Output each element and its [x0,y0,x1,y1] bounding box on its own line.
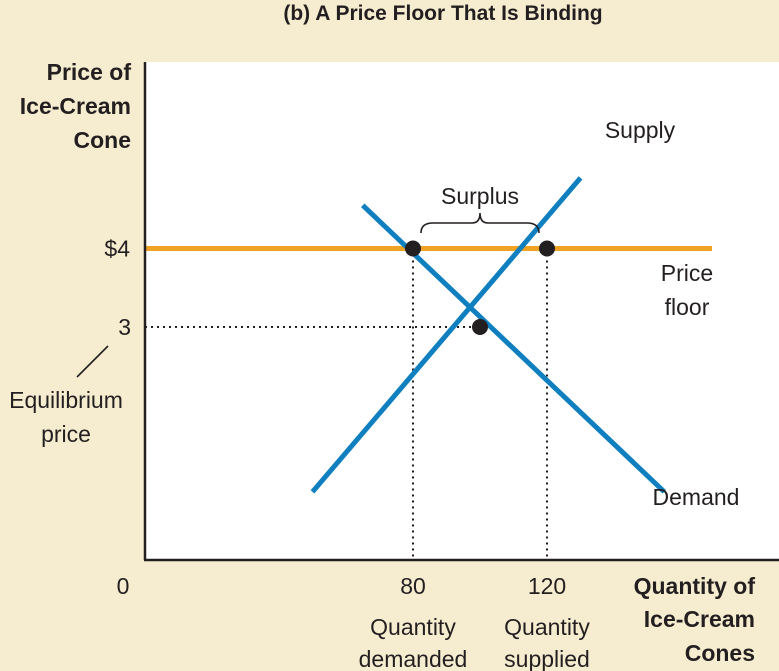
data-point [539,240,555,257]
data-point [472,319,488,335]
y-axis-label-line: Cone [74,127,132,153]
x-axis-label-line: Cones [685,640,755,666]
y-axis-label-line: Ice-Cream [20,93,131,119]
origin-label: 0 [117,573,130,599]
demand-label: Demand [653,484,740,510]
x-tick-label: 80 [400,573,426,599]
y-tick-label: 3 [118,314,131,340]
quantity-label-line: demanded [359,646,468,671]
supply-label: Supply [605,117,676,143]
price-floor-label-line: Price [661,260,713,286]
chart-title: (b) A Price Floor That Is Binding [283,2,602,25]
y-axis-label-line: Price of [47,59,132,85]
supply-curve [310,176,583,494]
quantity-label-line: Quantity [370,614,456,640]
y-tick-label: $4 [104,236,130,262]
equilibrium-price-label-line: Equilibrium [9,387,123,413]
quantity-label-line: supplied [504,646,590,671]
equilibrium-leader-line [76,345,109,378]
marks [76,212,555,378]
quantity-label-line: Quantity [504,614,590,640]
x-axis-label-line: Quantity of [634,573,756,599]
labels: Surplus Supply Demand Price floor $4 3 Equilibr… [9,117,739,671]
equilibrium-price-label-line: price [41,421,91,447]
plot-area [145,62,779,560]
price-floor-label-line: floor [665,294,710,320]
data-point [405,240,421,257]
x-axis-label: Quantity of Ice-Cream Cones [634,573,756,666]
x-tick-label: 120 [528,573,566,599]
y-axis-label: Price of Ice-Cream Cone [20,59,132,153]
x-axis-label-line: Ice-Cream [644,606,755,632]
surplus-brace [420,212,540,234]
guide-lines [145,248,548,560]
surplus-label: Surplus [441,183,519,209]
